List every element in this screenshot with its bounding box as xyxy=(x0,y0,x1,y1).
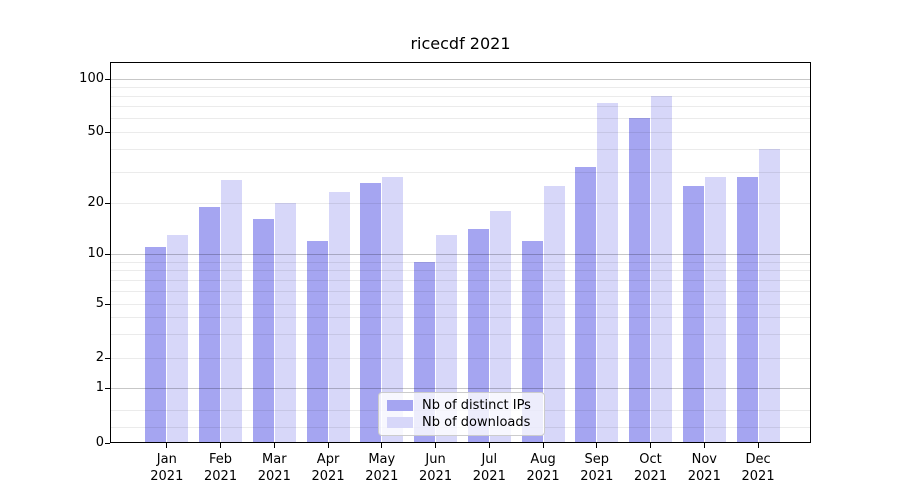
bar-downloads-may xyxy=(382,177,404,443)
bar-distinct-ips-may xyxy=(360,183,382,443)
bar-distinct-ips-jul xyxy=(467,229,489,443)
gridline-y5 xyxy=(110,304,811,305)
y-tick-label-0: 0 xyxy=(95,435,104,450)
legend-item-downloads: Nb of downloads xyxy=(387,415,536,430)
gridline-y7 xyxy=(110,279,811,281)
bar-downloads-feb xyxy=(221,180,243,443)
x-tick-label-mar: Mar 2021 xyxy=(257,452,291,484)
legend-swatch-distinct-ips-icon xyxy=(387,400,413,411)
x-tick-mark-feb xyxy=(220,443,222,448)
gridline-y90 xyxy=(110,87,811,89)
bar-downloads-dec xyxy=(758,149,780,443)
gridline-y6 xyxy=(110,290,811,292)
y-tick-mark-10 xyxy=(105,253,110,255)
y-tick-mark-100 xyxy=(105,78,110,80)
bar-distinct-ips-apr xyxy=(306,241,328,443)
bar-distinct-ips-dec xyxy=(736,177,758,443)
x-tick-label-nov: Nov 2021 xyxy=(687,452,721,484)
bar-downloads-nov xyxy=(704,177,726,443)
y-tick-mark-0 xyxy=(105,442,110,444)
bar-distinct-ips-jan xyxy=(145,247,167,443)
gridline-y100 xyxy=(110,79,811,80)
x-tick-mark-jan xyxy=(166,443,168,448)
y-tick-label-5: 5 xyxy=(95,296,104,311)
gridline-y2 xyxy=(110,358,811,359)
bar-downloads-aug xyxy=(543,186,565,443)
bar-distinct-ips-feb xyxy=(199,207,221,443)
x-tick-label-oct: Oct 2021 xyxy=(634,452,668,484)
y-tick-mark-1 xyxy=(105,387,110,389)
x-tick-mark-jul xyxy=(488,443,490,448)
y-tick-label-10: 10 xyxy=(87,246,104,261)
bar-downloads-jun xyxy=(436,235,458,443)
bar-downloads-apr xyxy=(328,192,350,443)
y-tick-label-2: 2 xyxy=(95,350,104,365)
gridline-y60 xyxy=(110,118,811,120)
gridline-y1 xyxy=(110,388,811,389)
y-tick-mark-20 xyxy=(105,202,110,204)
x-tick-label-aug: Aug 2021 xyxy=(526,452,560,484)
y-tick-label-50: 50 xyxy=(87,124,104,139)
gridline-y8 xyxy=(110,270,811,272)
x-tick-mark-jun xyxy=(435,443,437,448)
x-tick-mark-sep xyxy=(596,443,598,448)
bar-downloads-mar xyxy=(274,203,296,443)
x-tick-mark-apr xyxy=(327,443,329,448)
x-tick-label-jan: Jan 2021 xyxy=(150,452,184,484)
legend-label-distinct-ips: Nb of distinct IPs xyxy=(422,398,531,413)
y-tick-label-100: 100 xyxy=(79,71,104,86)
legend-item-distinct-ips: Nb of distinct IPs xyxy=(387,398,536,413)
bar-distinct-ips-oct xyxy=(629,118,651,443)
gridline-y70 xyxy=(110,106,811,108)
gridline-y50 xyxy=(110,132,811,133)
y-tick-label-1: 1 xyxy=(95,380,104,395)
bar-downloads-jul xyxy=(489,211,511,443)
x-tick-label-jun: Jun 2021 xyxy=(419,452,453,484)
gridline-y9 xyxy=(110,261,811,263)
bar-distinct-ips-nov xyxy=(682,186,704,443)
x-tick-mark-aug xyxy=(542,443,544,448)
bar-downloads-sep xyxy=(597,103,619,443)
x-tick-label-may: May 2021 xyxy=(365,452,399,484)
gridline-y80 xyxy=(110,96,811,98)
x-tick-label-sep: Sep 2021 xyxy=(580,452,614,484)
y-tick-label-20: 20 xyxy=(87,195,104,210)
gridline-y4 xyxy=(110,317,811,319)
bar-distinct-ips-mar xyxy=(252,219,274,443)
x-tick-label-apr: Apr 2021 xyxy=(311,452,345,484)
gridline-y40 xyxy=(110,149,811,151)
y-tick-mark-2 xyxy=(105,357,110,359)
x-tick-mark-oct xyxy=(650,443,652,448)
gridline-y20 xyxy=(110,203,811,204)
x-tick-mark-nov xyxy=(703,443,705,448)
x-tick-mark-mar xyxy=(273,443,275,448)
x-tick-label-dec: Dec 2021 xyxy=(741,452,775,484)
bar-downloads-jan xyxy=(167,235,189,443)
gridline-y3 xyxy=(110,334,811,336)
x-tick-mark-dec xyxy=(757,443,759,448)
y-tick-mark-50 xyxy=(105,131,110,133)
y-tick-mark-5 xyxy=(105,303,110,305)
bar-downloads-oct xyxy=(651,96,673,443)
bar-distinct-ips-sep xyxy=(575,167,597,443)
gridline-y10 xyxy=(110,254,811,255)
chart-title: ricecdf 2021 xyxy=(410,34,511,53)
legend-swatch-downloads-icon xyxy=(387,417,413,428)
plot-area: Nb of distinct IPs Nb of downloads xyxy=(110,62,811,443)
x-tick-label-feb: Feb 2021 xyxy=(204,452,238,484)
gridline-y30 xyxy=(110,171,811,173)
x-tick-label-jul: Jul 2021 xyxy=(472,452,506,484)
legend-label-downloads: Nb of downloads xyxy=(422,415,531,430)
legend: Nb of distinct IPs Nb of downloads xyxy=(378,392,545,436)
x-tick-mark-may xyxy=(381,443,383,448)
